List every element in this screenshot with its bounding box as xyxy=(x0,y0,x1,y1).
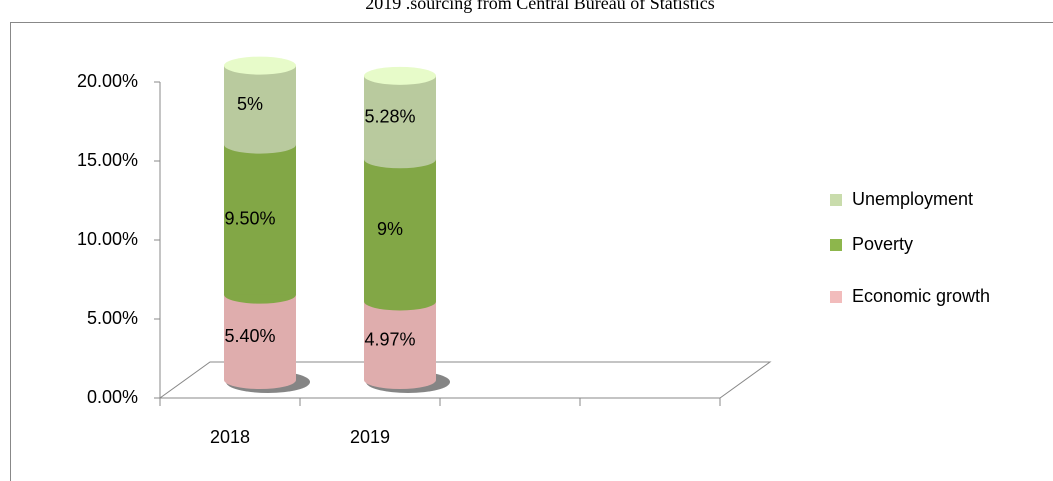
y-tick-label: 5.00% xyxy=(87,308,138,328)
data-label: 4.97% xyxy=(364,329,415,349)
chart-title: 2019 .sourcing from Central Bureau of St… xyxy=(365,0,714,13)
x-tick-label: 2018 xyxy=(210,427,250,447)
y-tick-label: 0.00% xyxy=(87,387,138,407)
data-label: 5% xyxy=(237,94,263,114)
segment xyxy=(364,159,436,302)
legend-label: Unemployment xyxy=(852,189,973,209)
legend-label: Poverty xyxy=(852,234,913,254)
segment-top xyxy=(224,56,296,75)
segment xyxy=(224,294,296,380)
legend-swatch xyxy=(830,239,842,251)
segment xyxy=(364,301,436,380)
x-tick-label: 2019 xyxy=(350,427,390,447)
data-label: 9.50% xyxy=(224,208,275,228)
legend-label: Economic growth xyxy=(852,286,990,306)
legend-swatch xyxy=(830,194,842,206)
segment xyxy=(364,75,436,160)
y-tick-label: 15.00% xyxy=(77,150,138,170)
segment xyxy=(224,65,296,145)
chart-border xyxy=(10,22,1053,481)
y-tick-label: 20.00% xyxy=(77,71,138,91)
y-tick-label: 10.00% xyxy=(77,229,138,249)
legend-swatch xyxy=(830,291,842,303)
data-label: 5.40% xyxy=(224,326,275,346)
segment xyxy=(224,144,296,295)
floor xyxy=(158,361,772,399)
data-label: 5.28% xyxy=(364,106,415,126)
segment-top xyxy=(364,66,436,85)
data-label: 9% xyxy=(377,219,403,239)
